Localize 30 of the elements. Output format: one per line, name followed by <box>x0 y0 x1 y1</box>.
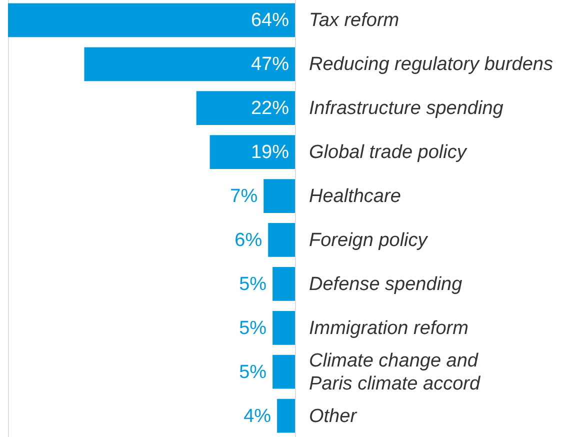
y-tick-label: Healthcare <box>309 186 401 208</box>
data-label: 64% <box>250 10 290 32</box>
bar <box>277 398 295 433</box>
bar <box>272 310 295 345</box>
y-tick-label: Reducing regulatory burdens <box>309 54 554 76</box>
y-tick-label: Tax reform <box>309 10 400 32</box>
bar <box>8 3 295 38</box>
bar <box>272 354 295 389</box>
bar <box>272 267 295 301</box>
bar <box>84 47 295 82</box>
y-tick-label: Climate change and Paris climate accord <box>309 350 482 394</box>
data-label: 22% <box>250 98 290 120</box>
bar <box>268 223 295 257</box>
data-label: 4% <box>244 406 272 427</box>
data-label: 19% <box>250 142 290 164</box>
data-label: 5% <box>239 274 267 295</box>
y-tick-label: Immigration reform <box>309 318 468 339</box>
y-tick-label: Foreign policy <box>309 230 429 251</box>
y-tick-label: Global trade policy <box>309 142 468 164</box>
data-label: 47% <box>250 54 290 76</box>
data-label: 6% <box>234 230 262 251</box>
bar <box>210 135 295 169</box>
data-label: 5% <box>239 318 267 339</box>
data-label: 7% <box>230 186 258 208</box>
y-tick-label: Defense spending <box>309 274 463 295</box>
bar <box>196 91 295 126</box>
bar <box>264 179 295 213</box>
y-tick-label: Infrastructure spending <box>309 98 504 120</box>
data-label: 5% <box>239 362 267 383</box>
y-tick-label: Other <box>309 406 358 427</box>
